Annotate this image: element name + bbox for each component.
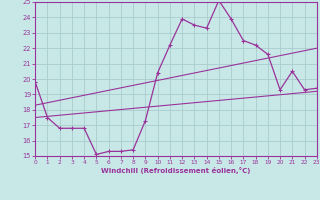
X-axis label: Windchill (Refroidissement éolien,°C): Windchill (Refroidissement éolien,°C) [101,167,251,174]
